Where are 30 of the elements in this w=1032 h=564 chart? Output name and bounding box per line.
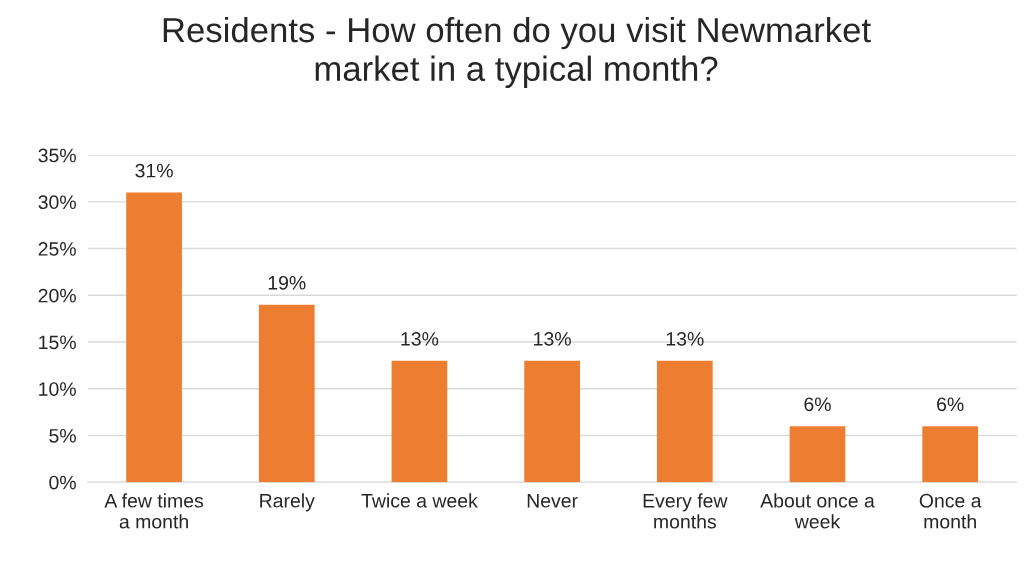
y-tick-label: 20%: [38, 288, 76, 303]
x-tick-label: Twice a week: [361, 493, 478, 508]
data-label: 19%: [268, 275, 306, 290]
y-tick-label: 10%: [39, 382, 76, 396]
data-label: 6%: [937, 397, 964, 412]
chart-title: Residents - How often do you visit Newmarket market in a typical month?: [163, 16, 871, 88]
y-tick-label: 15%: [39, 335, 76, 350]
y-tick-label: 30%: [38, 195, 76, 210]
data-label: 31%: [135, 163, 173, 178]
x-tick-label: Every few months: [643, 493, 728, 529]
x-tick-label: About once a week: [760, 493, 875, 529]
data-label: 13%: [401, 331, 439, 346]
y-tick-label: 25%: [38, 242, 76, 256]
y-tick-label: 0%: [49, 475, 76, 490]
bar: [922, 426, 979, 483]
bar: [789, 426, 846, 483]
x-tick-label: Rarely: [260, 493, 315, 512]
x-tick-label: A few times a month: [104, 493, 204, 529]
bar: [126, 192, 182, 483]
x-tick-label: Never: [527, 494, 578, 508]
bar: [656, 360, 713, 483]
y-tick-label: 35%: [38, 148, 76, 163]
data-label: 13%: [666, 331, 704, 346]
data-label: 13%: [534, 331, 571, 346]
bar: [258, 304, 315, 483]
bar: [391, 360, 448, 483]
x-tick-label: Once a month: [919, 493, 982, 529]
data-label: 6%: [804, 397, 831, 412]
bar: [524, 360, 580, 483]
y-tick-label: 5%: [49, 429, 76, 443]
